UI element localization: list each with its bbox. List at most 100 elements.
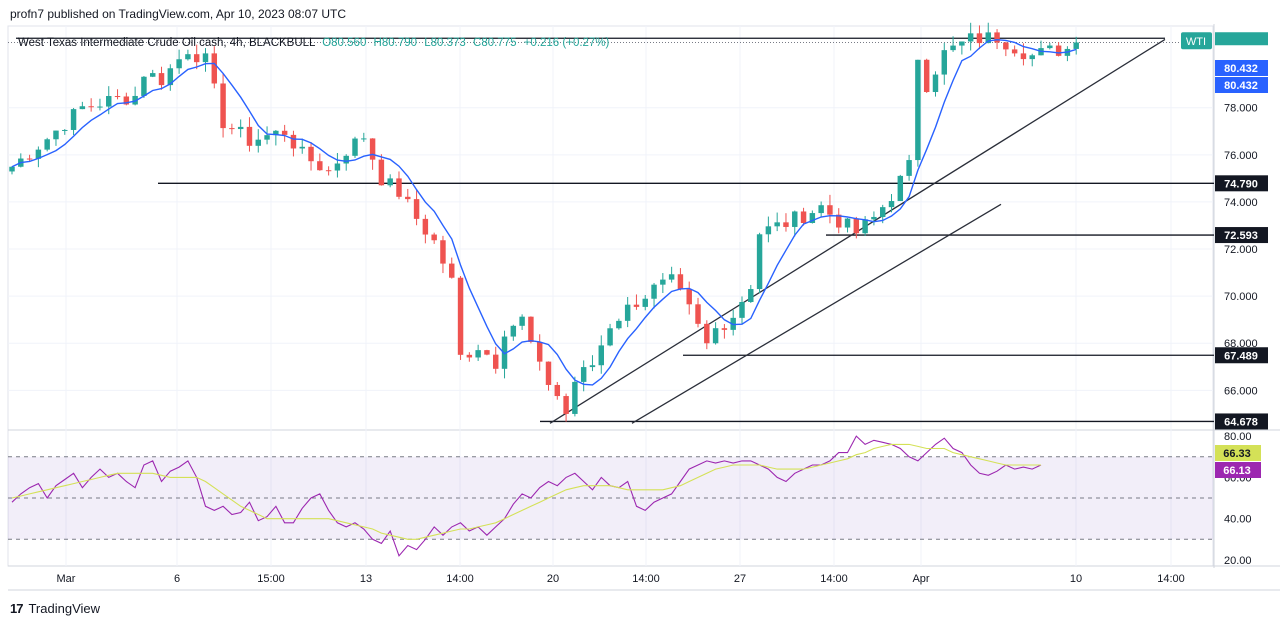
candle-body — [862, 219, 868, 234]
ma-price-text: 80.432 — [1224, 80, 1258, 92]
candle-body — [967, 33, 974, 42]
candle-body — [264, 135, 270, 140]
candle-body — [633, 304, 640, 307]
candle-body — [572, 381, 578, 414]
candle-body — [888, 201, 895, 208]
candle-body — [413, 199, 420, 219]
time-tick-label: 6 — [174, 573, 180, 585]
price-axis: 66.000 68.000 70.000 72.000 74.000 76.000 78.0… — [1181, 32, 1268, 567]
ma-price-tag — [1215, 60, 1268, 76]
candle-body — [748, 289, 754, 303]
candle-body — [871, 216, 877, 220]
legend-low: L80.373 — [424, 37, 466, 49]
tradingview-brand-text: TradingView — [28, 601, 101, 616]
price-tick-label: 66.000 — [1224, 385, 1258, 397]
candle-body — [915, 59, 921, 161]
moving-average — [11, 38, 1077, 386]
ma-price-tag — [1215, 77, 1268, 93]
level-price-text: 72.593 — [1224, 230, 1258, 242]
candle-body — [53, 130, 59, 140]
legend-close: C80.775 — [473, 37, 516, 49]
candle-body — [88, 106, 94, 108]
candle-body — [695, 304, 701, 324]
candle-body — [26, 158, 33, 160]
candle-body — [493, 354, 499, 369]
rsi-value-text: 66.13 — [1223, 465, 1251, 477]
candle-body — [660, 279, 666, 285]
candle-body — [44, 139, 50, 150]
time-tick-label: 10 — [1070, 573, 1082, 585]
candle-body — [352, 138, 358, 156]
grid-lines — [7, 24, 1280, 591]
tradingview-brand[interactable]: 17 TradingView — [10, 601, 100, 616]
candle-body — [158, 73, 165, 86]
tradingview-logo-icon: 17 — [10, 601, 24, 616]
candle-body — [818, 205, 824, 214]
candle-body — [325, 170, 332, 172]
candle-body — [668, 274, 675, 280]
candle-body — [756, 234, 763, 290]
time-tick-label: 20 — [547, 573, 559, 585]
candle-body — [528, 316, 534, 342]
candle-body — [976, 33, 983, 44]
candle-body — [589, 365, 596, 368]
candle-body — [774, 222, 780, 227]
candle-body — [114, 96, 121, 98]
last-price-tag — [1215, 32, 1268, 46]
candle-body — [334, 163, 341, 171]
candle-body — [106, 96, 112, 107]
candle-body — [704, 323, 710, 344]
candle-body — [923, 59, 930, 93]
candle-body — [378, 159, 385, 186]
candle-body — [457, 277, 464, 355]
time-tick-label: Mar — [57, 573, 76, 585]
time-tick-label: 13 — [360, 573, 372, 585]
candle-body — [475, 350, 481, 358]
price-tick-label: 74.000 — [1224, 197, 1258, 209]
candle-body — [563, 396, 569, 414]
candle-body — [97, 106, 103, 108]
candle-body — [35, 149, 42, 159]
rsi-value-tag — [1215, 462, 1261, 478]
candle-body — [396, 178, 402, 197]
ma-price-text: 80.432 — [1224, 63, 1258, 75]
candle-body — [220, 83, 226, 129]
candle-body — [1003, 42, 1009, 50]
candle-body — [959, 41, 965, 46]
svg-text:West Texas Intermediate Crude: West Texas Intermediate Crude Oil cash, … — [18, 37, 610, 49]
rsi-tick-label: 40.00 — [1224, 514, 1252, 526]
candle-body — [783, 222, 789, 227]
candle-body — [167, 68, 174, 86]
rsi-tick-label: 80.00 — [1224, 431, 1252, 443]
candle-body — [484, 350, 490, 355]
legend-open: O80.560 — [322, 37, 366, 49]
candle-body — [149, 73, 156, 77]
candle-body — [792, 211, 798, 227]
candle-body — [422, 218, 429, 235]
candle-body — [246, 126, 253, 146]
candle-body — [255, 139, 261, 146]
candle-body — [79, 106, 86, 110]
candle-body — [237, 126, 244, 130]
candle-body — [1020, 53, 1027, 60]
candle-body — [9, 166, 15, 172]
candle-body — [308, 146, 314, 162]
candle-body — [950, 45, 956, 51]
time-tick-label: 14:00 — [446, 573, 474, 585]
candle-body — [343, 155, 349, 164]
candle-body — [651, 284, 657, 299]
candle-body — [141, 76, 147, 96]
candle-body — [185, 54, 191, 60]
legend-high: H80.790 — [374, 37, 417, 49]
candle-body — [202, 53, 209, 63]
candle-body — [906, 160, 912, 176]
candle-body — [369, 138, 376, 160]
candle-body — [431, 234, 437, 241]
candles — [9, 22, 1079, 422]
rsi-value-tag — [1215, 445, 1261, 461]
chart-legend: West Texas Intermediate Crude Oil cash, … — [18, 37, 610, 49]
candle-body — [897, 175, 904, 202]
candle-body — [229, 128, 235, 130]
time-tick-label: Apr — [912, 573, 929, 585]
